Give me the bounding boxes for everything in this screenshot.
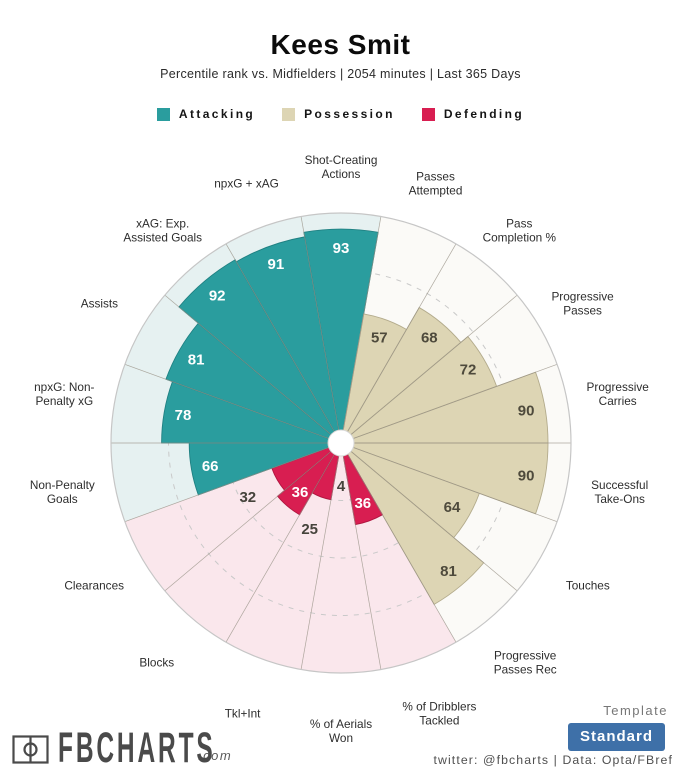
defending-swatch-icon [421,107,435,121]
slice-label: Passes Attempted [409,169,463,197]
legend-label: Defending [443,107,525,121]
outer-ring [110,212,572,674]
slice-label: npxG: Non-Penalty xG [34,380,94,408]
slice-label: npxG + xAG [214,176,279,190]
template-standard-button[interactable]: Standard [567,723,665,751]
template-label: Template [603,703,668,718]
slice-label: Tkl+Int [225,706,261,720]
slice-value: 64 [444,499,461,516]
slice-value: 81 [188,351,205,368]
spoke-line [164,294,332,435]
spoke-line [124,364,329,439]
spoke-line [225,243,335,432]
attacking-swatch-icon [156,107,170,121]
slice-value: 93 [333,240,350,257]
spoke-line [164,451,332,592]
slice-value: 90 [518,402,535,419]
slice-value: 32 [239,489,256,506]
legend-item-attacking: Attacking [156,107,256,121]
slice-value: 36 [354,495,371,512]
slice-label: Blocks [139,656,174,670]
pitch-icon [12,735,49,764]
legend-item-possession: Possession [282,107,395,121]
spoke-line [353,447,558,522]
slice-label: Assists [81,297,118,311]
slice-label: Pass Completion % [483,217,557,245]
brand-logo: FBCHARTS .com [12,724,233,772]
slice-label: % of Dribblers Tackled [402,699,476,727]
spoke-line [353,364,558,439]
spoke-line [300,455,340,670]
spoke-line [124,447,329,522]
credit-text: twitter: @fbcharts | Data: Opta/FBref [433,753,673,767]
slice-label: Successful Take-Ons [591,478,648,506]
possession-swatch-icon [282,107,296,121]
brand-tld: .com [198,748,233,763]
spoke-line [347,243,457,432]
slice-label: Non-Penalty Goals [30,478,95,506]
spoke-line [347,454,457,643]
slice-label: Progressive Passes [551,290,614,318]
slice-value: 78 [175,407,192,424]
legend-label: Possession [304,107,395,121]
spoke-line [342,455,382,670]
slice-label: xAG: Exp. Assisted Goals [123,217,202,245]
legend-item-defending: Defending [421,107,525,121]
slice-label: Shot-Creating Actions [305,153,378,181]
spoke-line [350,294,518,435]
brand-name: FBCHARTS [58,724,216,772]
page-title: Kees Smit [270,29,411,60]
page-subtitle: Percentile rank vs. Midfielders | 2054 m… [160,67,521,81]
slice-value: 91 [268,256,285,273]
spoke-line [342,216,382,431]
pizza-bg-sector [226,443,341,670]
slice-value: 57 [371,330,388,347]
legend: Attacking Possession Defending [0,107,681,121]
slice-value: 81 [440,563,457,580]
spoke-line [225,454,335,643]
slice-label: Clearances [64,579,124,593]
slice-value: 4 [337,478,346,495]
slice-label: % of Aerials Won [310,717,372,745]
slice-value: 66 [202,458,219,475]
slice-value: 25 [301,521,318,538]
legend-label: Attacking [178,107,256,121]
slice-value: 90 [518,468,535,485]
slice-label: Touches [566,579,610,593]
slice-value: 68 [421,330,438,347]
slice-value: 92 [209,288,226,305]
slice-value: 36 [292,484,309,501]
spoke-line [300,216,340,431]
spoke-line [350,451,518,592]
slice-label: Progressive Passes Rec [494,649,557,677]
center-hub [327,429,355,457]
slice-label: Progressive Carries [587,380,650,408]
slice-value: 72 [460,362,477,379]
